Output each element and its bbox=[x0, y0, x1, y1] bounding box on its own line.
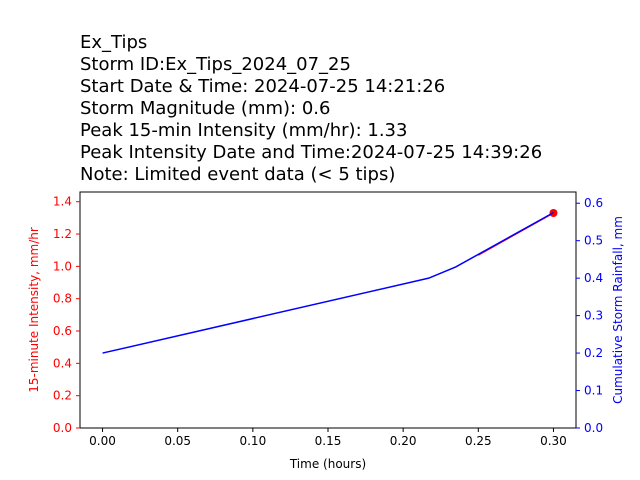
cumulative-rainfall-line bbox=[102, 211, 554, 354]
title-line-magnitude: Storm Magnitude (mm): 0.6 bbox=[80, 98, 331, 119]
y-left-tick-label: 0.2 bbox=[53, 389, 72, 403]
y-right-tick-label: 0.6 bbox=[584, 196, 603, 210]
y-right-tick-label: 0.0 bbox=[584, 421, 603, 435]
y-right-tick-label: 0.2 bbox=[584, 346, 603, 360]
plot-area bbox=[102, 209, 558, 354]
x-tick-label: 0.20 bbox=[390, 434, 417, 448]
title-line-start: Start Date & Time: 2024-07-25 14:21:26 bbox=[80, 76, 446, 97]
title-line-peak-intensity: Peak 15-min Intensity (mm/hr): 1.33 bbox=[80, 120, 408, 141]
y-left-tick-label: 0.8 bbox=[53, 292, 72, 306]
x-tick-label: 0.05 bbox=[164, 434, 191, 448]
y-left-tick-label: 1.2 bbox=[53, 227, 72, 241]
x-tick-label: 0.15 bbox=[315, 434, 342, 448]
title-line-note: Note: Limited event data (< 5 tips) bbox=[80, 164, 396, 185]
title-line-peak-time: Peak Intensity Date and Time:2024-07-25 … bbox=[80, 142, 543, 163]
chart-title: Ex_Tips Storm ID:Ex_Tips_2024_07_25 Star… bbox=[80, 32, 542, 186]
plot-frame bbox=[79, 191, 577, 429]
x-tick-label: 0.30 bbox=[540, 434, 567, 448]
x-axis-label: Time (hours) bbox=[289, 457, 366, 471]
y-axis-left-label: 15-minute Intensity, mm/hr bbox=[27, 227, 41, 393]
y-left-tick-label: 0.6 bbox=[53, 324, 72, 338]
y-left-tick-label: 0.0 bbox=[53, 421, 72, 435]
y-left-tick-label: 1.4 bbox=[53, 195, 72, 209]
x-tick-label: 0.25 bbox=[465, 434, 492, 448]
y-left-tick-label: 1.0 bbox=[53, 259, 72, 273]
axes: 0.00 0.05 0.10 0.15 0.20 0.25 0.30 0.0 0.2 0.4 0.6… bbox=[53, 195, 603, 448]
y-right-tick-label: 0.5 bbox=[584, 234, 603, 248]
y-axis-right-label: Cumulative Storm Rainfall, mm bbox=[611, 216, 625, 404]
y-left-tick-label: 0.4 bbox=[53, 356, 72, 370]
x-tick-label: 0.00 bbox=[89, 434, 116, 448]
y-right-tick-label: 0.4 bbox=[584, 271, 603, 285]
title-line-name: Ex_Tips bbox=[80, 32, 148, 53]
y-right-tick-label: 0.3 bbox=[584, 309, 603, 323]
title-line-storm-id: Storm ID:Ex_Tips_2024_07_25 bbox=[80, 54, 351, 75]
x-tick-label: 0.10 bbox=[239, 434, 266, 448]
y-right-tick-label: 0.1 bbox=[584, 384, 603, 398]
